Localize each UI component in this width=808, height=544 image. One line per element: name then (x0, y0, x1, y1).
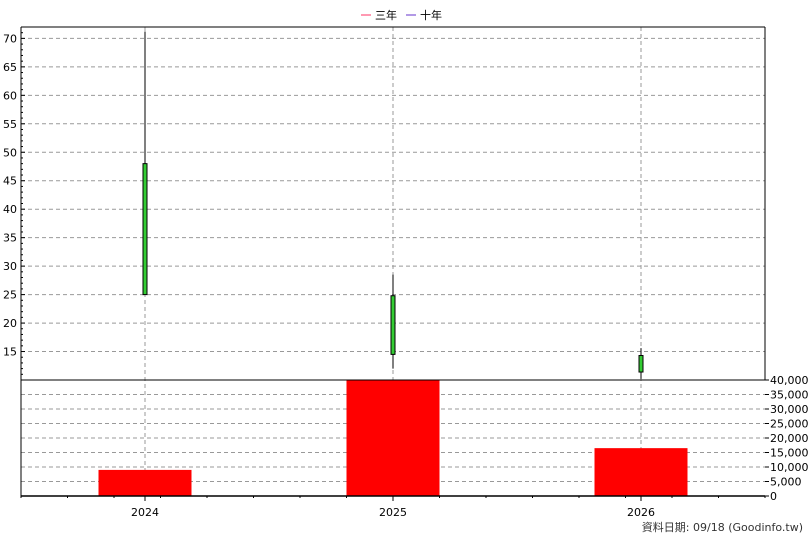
price-tick-label: 65 (3, 61, 17, 74)
candle-body-2026 (638, 355, 644, 373)
price-tick-label: 60 (3, 89, 17, 102)
volume-tick-label: 25,000 (770, 418, 808, 431)
price-axis-ticks: 15 20 25 30 35 40 45 50 55 60 65 70 (3, 32, 25, 375)
legend: 三年 十年 (361, 8, 442, 22)
price-candles (142, 31, 644, 379)
legend-label-ten-year: 十年 (420, 8, 442, 22)
price-tick-label: 40 (3, 203, 17, 216)
x-tick-label-2024: 2024 (131, 506, 159, 519)
volume-bars (98, 380, 688, 496)
volume-tick-label: 15,000 (770, 447, 808, 460)
volume-tick-label: 20,000 (770, 432, 808, 445)
price-tick-label: 55 (3, 118, 17, 131)
x-tick-label-2026: 2026 (627, 506, 655, 519)
volume-tick-label: 10,000 (770, 461, 808, 474)
volume-tick-label: 30,000 (770, 403, 808, 416)
price-tick-label: 35 (3, 232, 17, 245)
legend-label-three-year: 三年 (375, 8, 397, 22)
volume-bar-2024 (98, 469, 192, 496)
x-tick-label-2025: 2025 (379, 506, 407, 519)
price-tick-label: 50 (3, 146, 17, 159)
volume-tick-label: 0 (770, 490, 777, 503)
price-tick-label: 20 (3, 317, 17, 330)
price-tick-label: 45 (3, 175, 17, 188)
volume-bar-2025 (346, 380, 440, 496)
volume-tick-label: 5,000 (770, 476, 802, 489)
plot-frame (20, 26, 766, 497)
candle-body-2024 (142, 163, 148, 296)
volume-tick-label: 35,000 (770, 389, 808, 402)
price-tick-label: 70 (3, 32, 17, 45)
volume-bar-2026 (594, 448, 688, 496)
source-footer: 資料日期: 09/18 (Goodinfo.tw) (642, 520, 803, 534)
volume-tick-label: 40,000 (770, 374, 808, 387)
x-axis-ticks: 2024 2025 2026 (20, 496, 766, 519)
candle-body-2025 (390, 295, 396, 355)
price-tick-label: 25 (3, 289, 17, 302)
price-tick-label: 30 (3, 260, 17, 273)
price-tick-label: 15 (3, 346, 17, 359)
